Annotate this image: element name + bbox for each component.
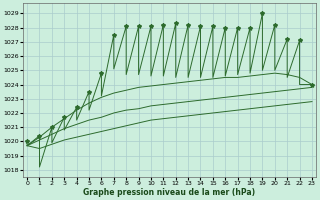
X-axis label: Graphe pression niveau de la mer (hPa): Graphe pression niveau de la mer (hPa) — [84, 188, 256, 197]
